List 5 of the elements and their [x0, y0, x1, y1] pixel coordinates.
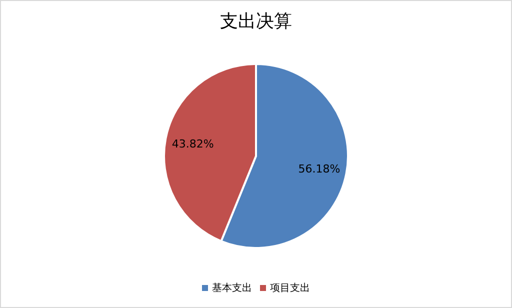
- data-label: 56.18%: [298, 162, 340, 176]
- legend-label: 基本支出: [212, 282, 252, 294]
- chart-title: 支出决算: [220, 11, 292, 32]
- data-label: 43.82%: [172, 138, 214, 151]
- legend-label: 项目支出: [270, 282, 310, 294]
